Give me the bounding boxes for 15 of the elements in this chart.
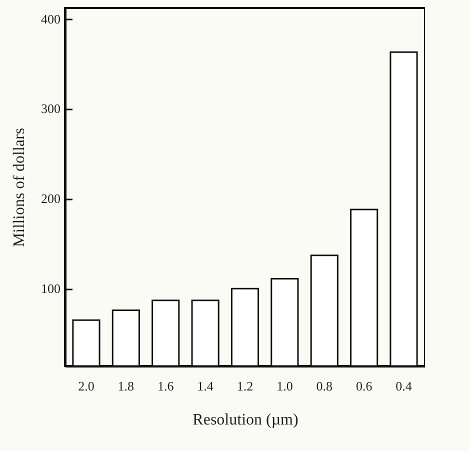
x-tick-label: 1.8: [118, 378, 134, 394]
y-axis-title: Millions of dollars: [11, 128, 28, 248]
x-tick-label: 1.6: [157, 378, 174, 394]
x-tick-label: 1.0: [276, 378, 293, 394]
x-tick-label: 0.8: [316, 378, 333, 394]
x-tick-label: 0.4: [396, 378, 412, 394]
y-tick-label: 200: [41, 191, 60, 206]
x-tick-label: 0.6: [356, 378, 373, 394]
y-tick-label: 100: [41, 281, 60, 296]
y-tick-label: 400: [41, 11, 60, 26]
x-axis-title: Resolution (µm): [192, 412, 298, 428]
y-tick-label: 300: [41, 101, 60, 116]
x-tick-label: 1.2: [236, 378, 254, 394]
x-tick-label: 2.0: [78, 378, 94, 394]
x-tick-label: 1.4: [197, 378, 214, 394]
